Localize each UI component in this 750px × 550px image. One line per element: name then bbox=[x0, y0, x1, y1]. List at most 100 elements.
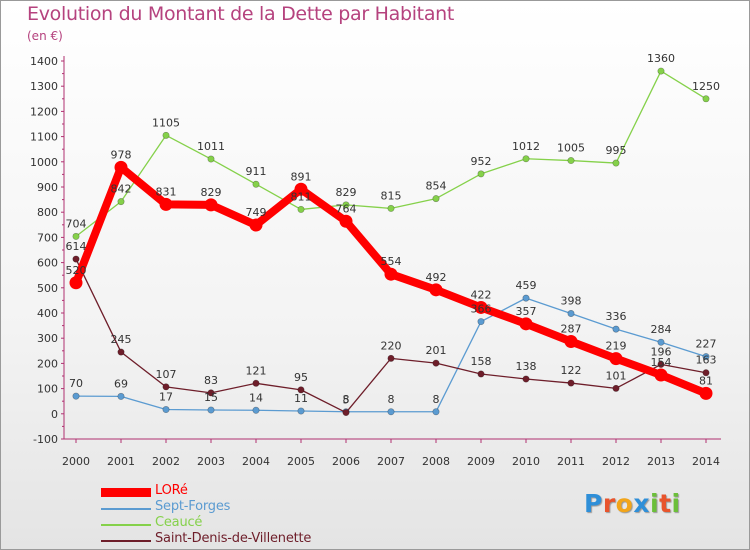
data-label: 749 bbox=[246, 206, 267, 219]
data-label: 1105 bbox=[152, 116, 180, 129]
data-point bbox=[654, 368, 668, 382]
x-tick-label: 2013 bbox=[647, 455, 675, 468]
data-point bbox=[522, 294, 530, 302]
y-tick-label: 400 bbox=[37, 307, 58, 320]
data-point bbox=[657, 360, 665, 368]
data-point bbox=[72, 232, 80, 240]
data-label: 5 bbox=[343, 394, 350, 407]
data-label: 8 bbox=[388, 393, 395, 406]
y-tick-label: 0 bbox=[51, 408, 58, 421]
data-point bbox=[432, 359, 440, 367]
x-tick-label: 2006 bbox=[332, 455, 360, 468]
data-label: 122 bbox=[561, 364, 582, 377]
y-tick-label: 1000 bbox=[30, 156, 58, 169]
legend-item: Sept-Forges bbox=[101, 499, 401, 517]
data-point bbox=[567, 310, 575, 318]
legend-item: LORé bbox=[101, 483, 401, 501]
data-label: 911 bbox=[246, 165, 267, 178]
data-label: 227 bbox=[696, 338, 717, 351]
chart-subtitle: (en €) bbox=[27, 29, 63, 43]
data-label: 829 bbox=[336, 186, 357, 199]
data-point bbox=[384, 267, 398, 281]
data-label: 8 bbox=[343, 393, 350, 406]
data-label: 1005 bbox=[557, 142, 585, 155]
data-label: 811 bbox=[291, 190, 312, 203]
data-label: 121 bbox=[246, 364, 267, 377]
legend-item: Ceaucé bbox=[101, 515, 401, 533]
legend-label: LORé bbox=[155, 483, 188, 498]
data-point bbox=[159, 197, 173, 211]
data-label: 978 bbox=[111, 148, 132, 161]
data-label: 520 bbox=[66, 264, 87, 277]
x-tick-label: 2001 bbox=[107, 455, 135, 468]
data-point bbox=[297, 407, 305, 415]
x-tick-label: 2002 bbox=[152, 455, 180, 468]
data-point bbox=[429, 283, 443, 297]
data-label: 154 bbox=[651, 356, 672, 369]
x-tick-label: 2011 bbox=[557, 455, 585, 468]
data-point bbox=[162, 383, 170, 391]
y-tick-label: 700 bbox=[37, 231, 58, 244]
data-point bbox=[387, 204, 395, 212]
data-label: 815 bbox=[381, 189, 402, 202]
y-tick-label: 1100 bbox=[30, 131, 58, 144]
data-point bbox=[294, 182, 308, 196]
data-label: 15 bbox=[204, 391, 218, 404]
data-label: 1250 bbox=[692, 80, 720, 93]
legend-label: Sept-Forges bbox=[155, 499, 231, 514]
data-point bbox=[342, 409, 350, 417]
data-point bbox=[699, 386, 713, 400]
data-point bbox=[339, 214, 353, 228]
x-tick-label: 2010 bbox=[512, 455, 540, 468]
data-point bbox=[564, 334, 578, 348]
data-point bbox=[657, 338, 665, 346]
data-point bbox=[474, 300, 488, 314]
logo-letter: t bbox=[659, 489, 672, 518]
data-label: 995 bbox=[606, 144, 627, 157]
data-point bbox=[117, 392, 125, 400]
x-tick-label: 2000 bbox=[62, 455, 90, 468]
data-point bbox=[297, 205, 305, 213]
legend-label: Saint-Denis-de-Villenette bbox=[155, 531, 312, 546]
data-label: 81 bbox=[699, 374, 713, 387]
y-tick-label: 800 bbox=[37, 206, 58, 219]
y-tick-label: -100 bbox=[33, 433, 58, 446]
data-label: 842 bbox=[111, 183, 132, 196]
y-tick-label: 600 bbox=[37, 257, 58, 270]
y-tick-label: 1300 bbox=[30, 80, 58, 93]
data-point bbox=[432, 408, 440, 416]
legend-label: Ceaucé bbox=[155, 515, 203, 530]
data-label: 138 bbox=[516, 360, 537, 373]
y-tick-label: 500 bbox=[37, 282, 58, 295]
data-point bbox=[162, 131, 170, 139]
data-label: 357 bbox=[516, 305, 537, 318]
y-tick-label: 200 bbox=[37, 357, 58, 370]
data-point bbox=[477, 318, 485, 326]
data-label: 14 bbox=[249, 391, 263, 404]
data-label: 704 bbox=[66, 217, 87, 230]
data-point bbox=[207, 155, 215, 163]
data-label: 764 bbox=[336, 202, 357, 215]
data-point bbox=[252, 180, 260, 188]
data-label: 95 bbox=[294, 371, 308, 384]
y-tick-label: 100 bbox=[37, 383, 58, 396]
data-point bbox=[252, 406, 260, 414]
logo-letter: r bbox=[602, 489, 616, 518]
x-tick-label: 2012 bbox=[602, 455, 630, 468]
data-label: 101 bbox=[606, 369, 627, 382]
logo-letter: P bbox=[584, 489, 603, 518]
logo-letter: x bbox=[633, 489, 650, 518]
data-point bbox=[522, 375, 530, 383]
data-point bbox=[207, 406, 215, 414]
x-tick-label: 2005 bbox=[287, 455, 315, 468]
data-label: 8 bbox=[433, 393, 440, 406]
data-label: 107 bbox=[156, 368, 177, 381]
data-point bbox=[72, 392, 80, 400]
data-point bbox=[432, 195, 440, 203]
data-point bbox=[297, 386, 305, 394]
data-point bbox=[117, 198, 125, 206]
legend-swatch bbox=[101, 524, 151, 526]
data-label: 398 bbox=[561, 295, 582, 308]
data-label: 891 bbox=[291, 170, 312, 183]
